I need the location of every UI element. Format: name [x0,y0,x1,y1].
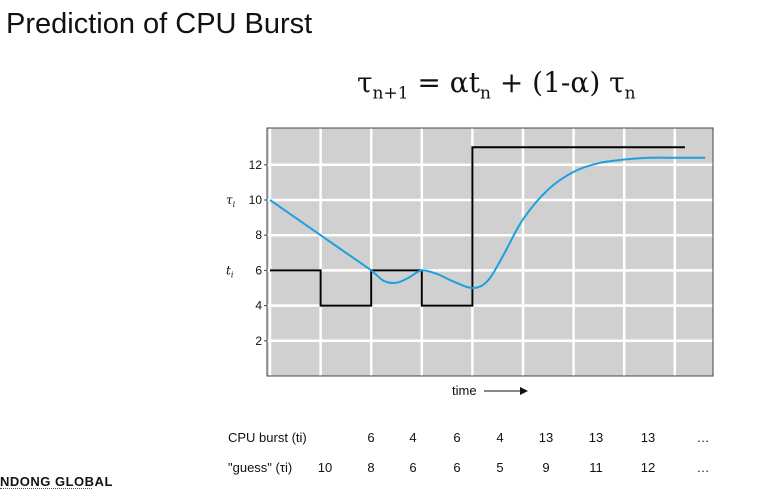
guess-value: 6 [453,460,461,475]
guess-value: 11 [589,460,603,475]
formula-t-sub: n [479,83,491,104]
formula-lhs-sub: n+1 [372,83,409,104]
cpu-burst-value: 6 [367,430,375,445]
y-tick-label: 10 [249,193,263,207]
formula-close: ) [589,66,610,99]
plot-area [266,127,714,377]
guess-value: 9 [542,460,550,475]
formula-alpha: α [449,66,469,99]
burst-step-line [270,146,685,307]
formula-tau-sub: n [624,83,636,104]
guess-row-label: "guess" (τi) [228,460,293,475]
guess-smooth-line [269,156,706,290]
y-tick-label: 12 [249,158,263,172]
cpu-burst-row-label: CPU burst (ti) [228,430,307,445]
logo-underline [0,488,92,493]
cpu-burst-value: 4 [496,430,504,445]
formula-t: t [468,66,480,99]
guess-value: 8 [367,460,375,475]
x-axis-label: time [452,383,477,398]
guess-value: … [696,460,710,475]
formula-lhs: τ [357,66,373,99]
y-tick-label: 2 [255,334,262,348]
y-annotation: ti [226,263,234,279]
cpu-burst-value: 13 [538,430,554,445]
plot-border [266,127,714,377]
guess-value: 12 [640,460,656,475]
university-logo: NDONG GLOBAL [0,474,113,489]
cpu-burst-value: 13 [588,430,604,445]
cpu-burst-value: … [696,430,710,445]
cpu-burst-value: 4 [409,430,417,445]
y-tick-label: 6 [255,263,262,277]
guess-value: 5 [496,460,504,475]
guess-value: 6 [409,460,417,475]
formula-tau: τ [609,66,625,99]
time-arrow-head [520,387,528,395]
formula-alpha2: α [570,66,590,99]
y-annotation: τi [226,193,236,209]
ewma-formula: τn+1 = αtn + (1-α) τn [357,66,636,104]
guess-initial-value: 10 [317,460,333,475]
page-title: Prediction of CPU Burst [6,8,313,40]
y-tick-label: 8 [255,228,262,242]
formula-eq: = [408,66,450,99]
formula-plus: + (1- [490,66,571,99]
cpu-burst-value: 13 [640,430,656,445]
cpu-burst-value: 6 [453,430,461,445]
y-tick-label: 4 [255,299,262,313]
